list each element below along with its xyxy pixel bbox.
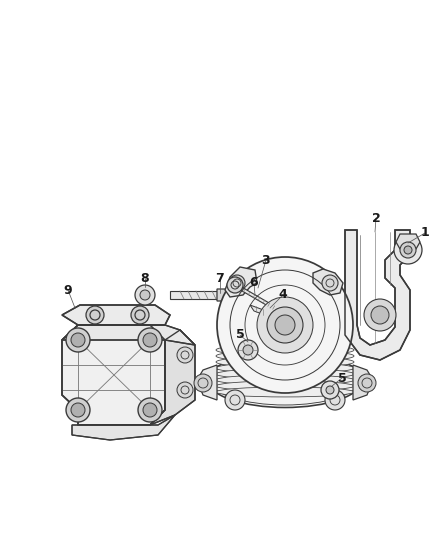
Circle shape xyxy=(194,374,212,392)
Ellipse shape xyxy=(216,344,354,356)
Text: 1: 1 xyxy=(420,227,429,239)
Polygon shape xyxy=(197,365,217,400)
Polygon shape xyxy=(150,330,195,425)
Text: 4: 4 xyxy=(279,288,287,302)
Circle shape xyxy=(66,328,90,352)
Circle shape xyxy=(325,390,345,410)
Text: 9: 9 xyxy=(64,284,72,296)
Circle shape xyxy=(238,340,258,360)
Circle shape xyxy=(371,306,389,324)
Ellipse shape xyxy=(208,352,363,408)
Circle shape xyxy=(364,299,396,331)
Polygon shape xyxy=(225,267,257,297)
Polygon shape xyxy=(353,365,373,400)
Text: 5: 5 xyxy=(338,372,346,384)
Circle shape xyxy=(143,333,157,347)
Circle shape xyxy=(404,246,412,254)
Circle shape xyxy=(135,285,155,305)
Circle shape xyxy=(138,328,162,352)
Polygon shape xyxy=(170,291,217,299)
Circle shape xyxy=(321,381,339,399)
Circle shape xyxy=(143,403,157,417)
Text: 6: 6 xyxy=(250,277,258,289)
Circle shape xyxy=(400,242,416,258)
Circle shape xyxy=(322,275,338,291)
Ellipse shape xyxy=(216,356,354,368)
Polygon shape xyxy=(233,282,280,313)
Circle shape xyxy=(71,403,85,417)
Ellipse shape xyxy=(216,375,354,385)
Circle shape xyxy=(243,345,253,355)
Text: 5: 5 xyxy=(236,328,244,342)
Ellipse shape xyxy=(216,387,354,397)
Circle shape xyxy=(217,257,353,393)
Polygon shape xyxy=(72,415,175,440)
Text: 7: 7 xyxy=(215,271,224,285)
Circle shape xyxy=(138,398,162,422)
Circle shape xyxy=(66,398,90,422)
Polygon shape xyxy=(396,234,420,249)
Circle shape xyxy=(131,306,149,324)
Polygon shape xyxy=(313,269,343,295)
Polygon shape xyxy=(250,305,292,325)
Circle shape xyxy=(227,277,243,293)
Circle shape xyxy=(358,374,376,392)
Text: 2: 2 xyxy=(371,212,380,224)
Circle shape xyxy=(229,275,245,291)
Polygon shape xyxy=(345,230,410,360)
Circle shape xyxy=(177,347,193,363)
Circle shape xyxy=(394,236,422,264)
Polygon shape xyxy=(62,305,170,325)
Polygon shape xyxy=(62,325,165,425)
Circle shape xyxy=(275,315,295,335)
Circle shape xyxy=(257,297,313,353)
Circle shape xyxy=(86,306,104,324)
Polygon shape xyxy=(62,325,195,345)
Circle shape xyxy=(71,333,85,347)
Circle shape xyxy=(326,386,334,394)
Ellipse shape xyxy=(216,381,354,391)
Polygon shape xyxy=(217,289,231,301)
Circle shape xyxy=(140,290,150,300)
Circle shape xyxy=(225,390,245,410)
Circle shape xyxy=(267,307,303,343)
Ellipse shape xyxy=(216,350,354,362)
Ellipse shape xyxy=(216,369,354,379)
Ellipse shape xyxy=(216,362,354,374)
Text: 3: 3 xyxy=(261,254,270,266)
Circle shape xyxy=(177,382,193,398)
Text: 8: 8 xyxy=(141,271,149,285)
